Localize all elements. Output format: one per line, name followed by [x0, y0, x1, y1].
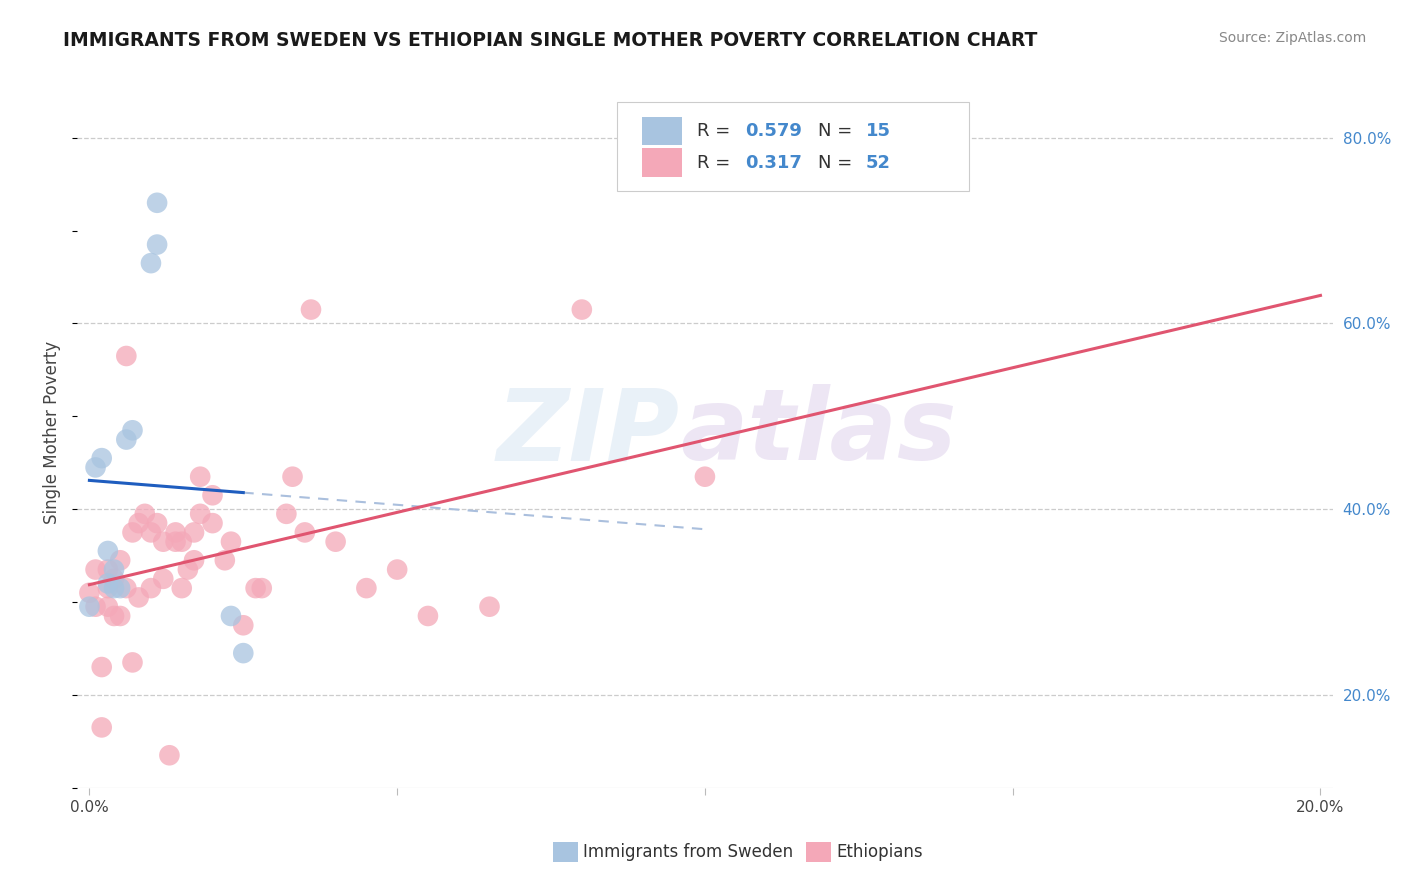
Point	[219, 534, 242, 549]
Point	[115, 581, 138, 595]
Point	[201, 516, 224, 530]
Text: N =: N =	[818, 153, 858, 171]
Point	[385, 563, 408, 577]
Point	[188, 469, 211, 483]
Point	[170, 581, 193, 595]
Point	[103, 581, 125, 595]
Point	[115, 349, 138, 363]
Point	[478, 599, 501, 614]
Point	[157, 748, 180, 763]
Point	[165, 525, 187, 540]
Point	[103, 609, 125, 624]
Point	[97, 581, 120, 595]
Point	[299, 302, 322, 317]
Bar	[643, 148, 682, 177]
Point	[152, 534, 174, 549]
Point	[97, 544, 120, 558]
Point	[103, 572, 125, 586]
Point	[571, 302, 593, 317]
Point	[108, 553, 131, 567]
Text: Ethiopians: Ethiopians	[837, 843, 924, 861]
Text: Immigrants from Sweden: Immigrants from Sweden	[583, 843, 793, 861]
Text: R =: R =	[697, 121, 737, 140]
Point	[146, 195, 169, 210]
Point	[281, 469, 304, 483]
Point	[232, 646, 254, 660]
Point	[121, 423, 143, 437]
Point	[139, 256, 162, 270]
Point	[121, 656, 143, 670]
Point	[103, 563, 125, 577]
Point	[79, 599, 101, 614]
Text: 0.317: 0.317	[745, 153, 801, 171]
Text: 0.579: 0.579	[745, 121, 801, 140]
Point	[245, 581, 267, 595]
Point	[276, 507, 298, 521]
Point	[97, 576, 120, 591]
Point	[188, 507, 211, 521]
Point	[152, 572, 174, 586]
FancyBboxPatch shape	[617, 103, 969, 191]
Bar	[643, 117, 682, 145]
Point	[416, 609, 439, 624]
Point	[294, 525, 316, 540]
Point	[90, 720, 112, 734]
Text: N =: N =	[818, 121, 858, 140]
Point	[219, 609, 242, 624]
Point	[325, 534, 347, 549]
Point	[134, 507, 156, 521]
Point	[108, 581, 131, 595]
Point	[90, 451, 112, 466]
Point	[84, 563, 107, 577]
Point	[84, 599, 107, 614]
Point	[177, 563, 200, 577]
Point	[139, 581, 162, 595]
Point	[115, 433, 138, 447]
Point	[201, 488, 224, 502]
Y-axis label: Single Mother Poverty: Single Mother Poverty	[44, 341, 60, 524]
Point	[146, 237, 169, 252]
Text: IMMIGRANTS FROM SWEDEN VS ETHIOPIAN SINGLE MOTHER POVERTY CORRELATION CHART: IMMIGRANTS FROM SWEDEN VS ETHIOPIAN SING…	[63, 31, 1038, 50]
Text: Source: ZipAtlas.com: Source: ZipAtlas.com	[1219, 31, 1367, 45]
Point	[165, 534, 187, 549]
Point	[128, 591, 150, 605]
Point	[356, 581, 378, 595]
Point	[693, 469, 716, 483]
Point	[84, 460, 107, 475]
Point	[108, 609, 131, 624]
Point	[183, 525, 205, 540]
Point	[97, 599, 120, 614]
Point	[170, 534, 193, 549]
Point	[232, 618, 254, 632]
Text: atlas: atlas	[681, 384, 956, 481]
Point	[183, 553, 205, 567]
Text: R =: R =	[697, 153, 737, 171]
Text: ZIP: ZIP	[496, 384, 681, 481]
Point	[79, 586, 101, 600]
Point	[250, 581, 273, 595]
Point	[146, 516, 169, 530]
Point	[97, 563, 120, 577]
Point	[121, 525, 143, 540]
Point	[90, 660, 112, 674]
Point	[214, 553, 236, 567]
Text: 52: 52	[866, 153, 890, 171]
Point	[139, 525, 162, 540]
Point	[128, 516, 150, 530]
Text: 15: 15	[866, 121, 890, 140]
